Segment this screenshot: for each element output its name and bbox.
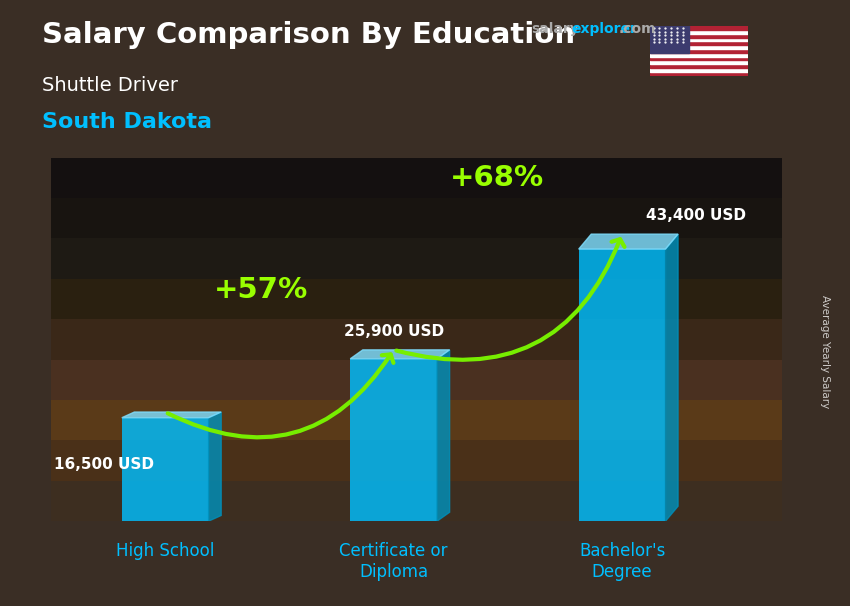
Bar	[579, 249, 666, 521]
Bar	[51, 158, 782, 198]
Bar	[51, 400, 782, 441]
Text: 25,900 USD: 25,900 USD	[343, 324, 444, 339]
Text: +68%: +68%	[450, 164, 543, 191]
Bar	[650, 72, 748, 76]
Bar	[650, 49, 748, 53]
Text: +57%: +57%	[214, 276, 309, 304]
Bar	[650, 38, 748, 41]
Polygon shape	[208, 412, 221, 521]
Polygon shape	[666, 234, 678, 521]
Text: 43,400 USD: 43,400 USD	[646, 208, 746, 223]
Text: salary: salary	[531, 22, 579, 36]
Text: South Dakota: South Dakota	[42, 112, 212, 132]
Bar	[51, 279, 782, 319]
Bar	[51, 481, 782, 521]
Text: 16,500 USD: 16,500 USD	[54, 457, 154, 471]
Bar	[650, 30, 748, 34]
Bar	[650, 34, 748, 38]
Text: Average Yearly Salary: Average Yearly Salary	[820, 295, 830, 408]
Bar	[51, 441, 782, 481]
Polygon shape	[350, 350, 450, 359]
Bar	[650, 41, 748, 45]
Polygon shape	[437, 350, 450, 521]
Bar	[650, 26, 748, 30]
Text: Salary Comparison By Education: Salary Comparison By Education	[42, 21, 575, 49]
Bar	[650, 45, 748, 49]
Bar	[350, 359, 437, 521]
Text: explorer: explorer	[571, 22, 638, 36]
Bar	[650, 56, 748, 61]
Bar	[650, 64, 748, 68]
Polygon shape	[579, 234, 678, 249]
Bar	[122, 418, 208, 521]
Bar	[51, 198, 782, 238]
Bar	[650, 26, 689, 53]
Bar	[51, 359, 782, 400]
Bar	[650, 68, 748, 72]
Polygon shape	[122, 412, 221, 418]
Text: Shuttle Driver: Shuttle Driver	[42, 76, 178, 95]
Text: .com: .com	[619, 22, 656, 36]
Bar	[650, 61, 748, 64]
Bar	[51, 238, 782, 279]
Bar	[650, 53, 748, 56]
Bar	[51, 319, 782, 359]
